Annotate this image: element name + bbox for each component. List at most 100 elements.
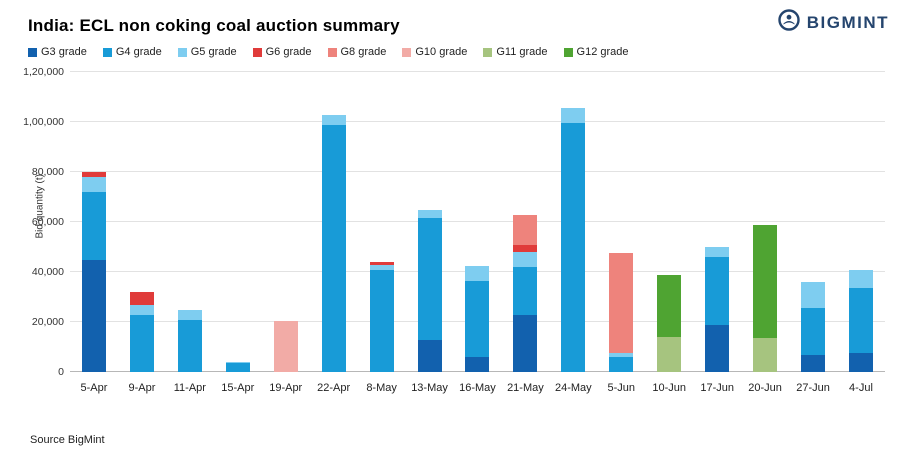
legend-label: G3 grade: [41, 46, 87, 58]
bar-segment-g6: [513, 244, 538, 252]
x-tick-label: 15-Apr: [221, 382, 255, 394]
x-tick-label: 21-May: [507, 382, 544, 394]
bar-segment-g5: [369, 264, 394, 270]
x-tick-label: 16-May: [459, 382, 496, 394]
bar-segment-g4: [801, 308, 826, 355]
bar-segment-g5: [465, 265, 490, 281]
bigmint-person-icon: [777, 8, 801, 37]
stacked-bar-16-may: [465, 72, 490, 372]
x-tick-label: 4-Jul: [849, 382, 873, 394]
bar-segment-g4: [705, 257, 730, 325]
bar-segment-g5: [561, 108, 586, 124]
legend-item-g10: G10 grade: [402, 46, 467, 58]
legend-item-g11: G11 grade: [483, 46, 548, 58]
bar-segment-g4: [848, 288, 873, 354]
x-tick-label: 22-Apr: [317, 382, 351, 394]
x-tick-label: 8-May: [366, 382, 397, 394]
legend-item-g8: G8 grade: [327, 46, 386, 58]
legend-item-g6: G6 grade: [252, 46, 312, 58]
bar-segment-g4: [321, 124, 346, 372]
bar-segment-g3: [705, 324, 730, 372]
bar-segment-g12: [753, 224, 778, 339]
bar-slot: [214, 72, 262, 372]
bar-segment-g6: [129, 292, 154, 305]
bar-slot: [358, 72, 406, 372]
source-note: Source BigMint: [30, 434, 105, 446]
x-tick-label: 24-May: [555, 382, 592, 394]
bar-slot: [454, 72, 502, 372]
bar-segment-g4: [225, 363, 250, 372]
bar-segment-g3: [801, 354, 826, 372]
chart-title: India: ECL non coking coal auction summa…: [28, 16, 400, 35]
plot-area: 0 20,000 40,000 60,000 80,000 1,00,000 1,20,00…: [23, 66, 885, 378]
bar-segment-g3: [81, 259, 106, 372]
bar-segment-g5: [129, 304, 154, 315]
bar-segment-g4: [81, 192, 106, 260]
bar-segment-g3: [848, 353, 873, 372]
legend-item-g5: G5 grade: [177, 46, 237, 58]
stacked-bar-15-apr: [225, 72, 250, 372]
bar-segment-g4: [417, 218, 442, 340]
legend-item-g12: G12 grade: [563, 46, 629, 58]
legend-swatch: [28, 47, 37, 57]
gridline: [70, 121, 885, 122]
bar-segment-g10: [273, 320, 298, 372]
bar-segment-g5: [417, 209, 442, 219]
legend-swatch: [563, 47, 573, 57]
bar-segment-g5: [801, 282, 826, 309]
bar-slot: [310, 72, 358, 372]
stacked-bar-11-apr: [177, 72, 202, 372]
bigmint-logo: BIGMINT: [777, 8, 889, 37]
stacked-bar-21-may: [513, 72, 538, 372]
bar-segment-g6: [81, 172, 106, 177]
x-tick-label: 10-Jun: [652, 382, 687, 394]
bar-segment-g5: [848, 269, 873, 289]
bar-segment-g5: [81, 177, 106, 192]
bar-segment-g5: [177, 309, 202, 320]
bar-segment-g5: [321, 114, 346, 125]
bar-segment-g5: [225, 362, 250, 364]
legend-label: G12 grade: [576, 46, 629, 58]
legend-swatch: [327, 47, 337, 57]
y-tick-label: 20,000: [31, 316, 64, 328]
stacked-bar-22-apr: [321, 72, 346, 372]
legend-label: G6 grade: [265, 46, 312, 58]
legend: G3 grade G4 grade G5 grade G6 grade G8 grade…: [28, 46, 907, 58]
legend-label: G5 grade: [190, 46, 237, 58]
gridline: [70, 71, 885, 72]
stacked-bar-27-jun: [801, 72, 826, 372]
legend-label: G4 grade: [115, 46, 162, 58]
bar-slot: [693, 72, 741, 372]
stacked-bar-9-apr: [129, 72, 154, 372]
bar-slot: [166, 72, 214, 372]
stacked-bar-4-jul: [848, 72, 873, 372]
bar-segment-g4: [513, 267, 538, 315]
bar-slot: [70, 72, 118, 372]
header: India: ECL non coking coal auction summa…: [0, 0, 907, 36]
x-tick-label: 9-Apr: [128, 382, 156, 394]
bar-segment-g8: [609, 253, 634, 354]
x-tick-label: 27-Jun: [796, 382, 830, 394]
y-tick-label: 1,20,000: [23, 66, 64, 78]
bar-slot: [549, 72, 597, 372]
bar-segment-g4: [465, 280, 490, 357]
bar-segment-g4: [177, 319, 202, 372]
x-tick-label: 13-May: [411, 382, 448, 394]
legend-label: G11 grade: [496, 46, 548, 58]
stacked-bar-5-apr: [81, 72, 106, 372]
bar-segment-g5: [705, 247, 730, 257]
y-tick-label: 0: [58, 366, 64, 378]
bar-segment-g5: [609, 353, 634, 357]
bar-segment-g4: [129, 314, 154, 372]
bar-segment-g3: [513, 314, 538, 372]
bar-slot: [406, 72, 454, 372]
legend-swatch: [402, 47, 412, 57]
stacked-bar-24-may: [561, 72, 586, 372]
bar-slot: [597, 72, 645, 372]
legend-swatch: [483, 47, 493, 57]
legend-swatch: [177, 47, 187, 57]
legend-swatch: [252, 47, 262, 57]
stacked-bar-10-jun: [657, 72, 682, 372]
x-tick-label: 20-Jun: [748, 382, 782, 394]
y-tick-label: 1,00,000: [23, 116, 64, 128]
